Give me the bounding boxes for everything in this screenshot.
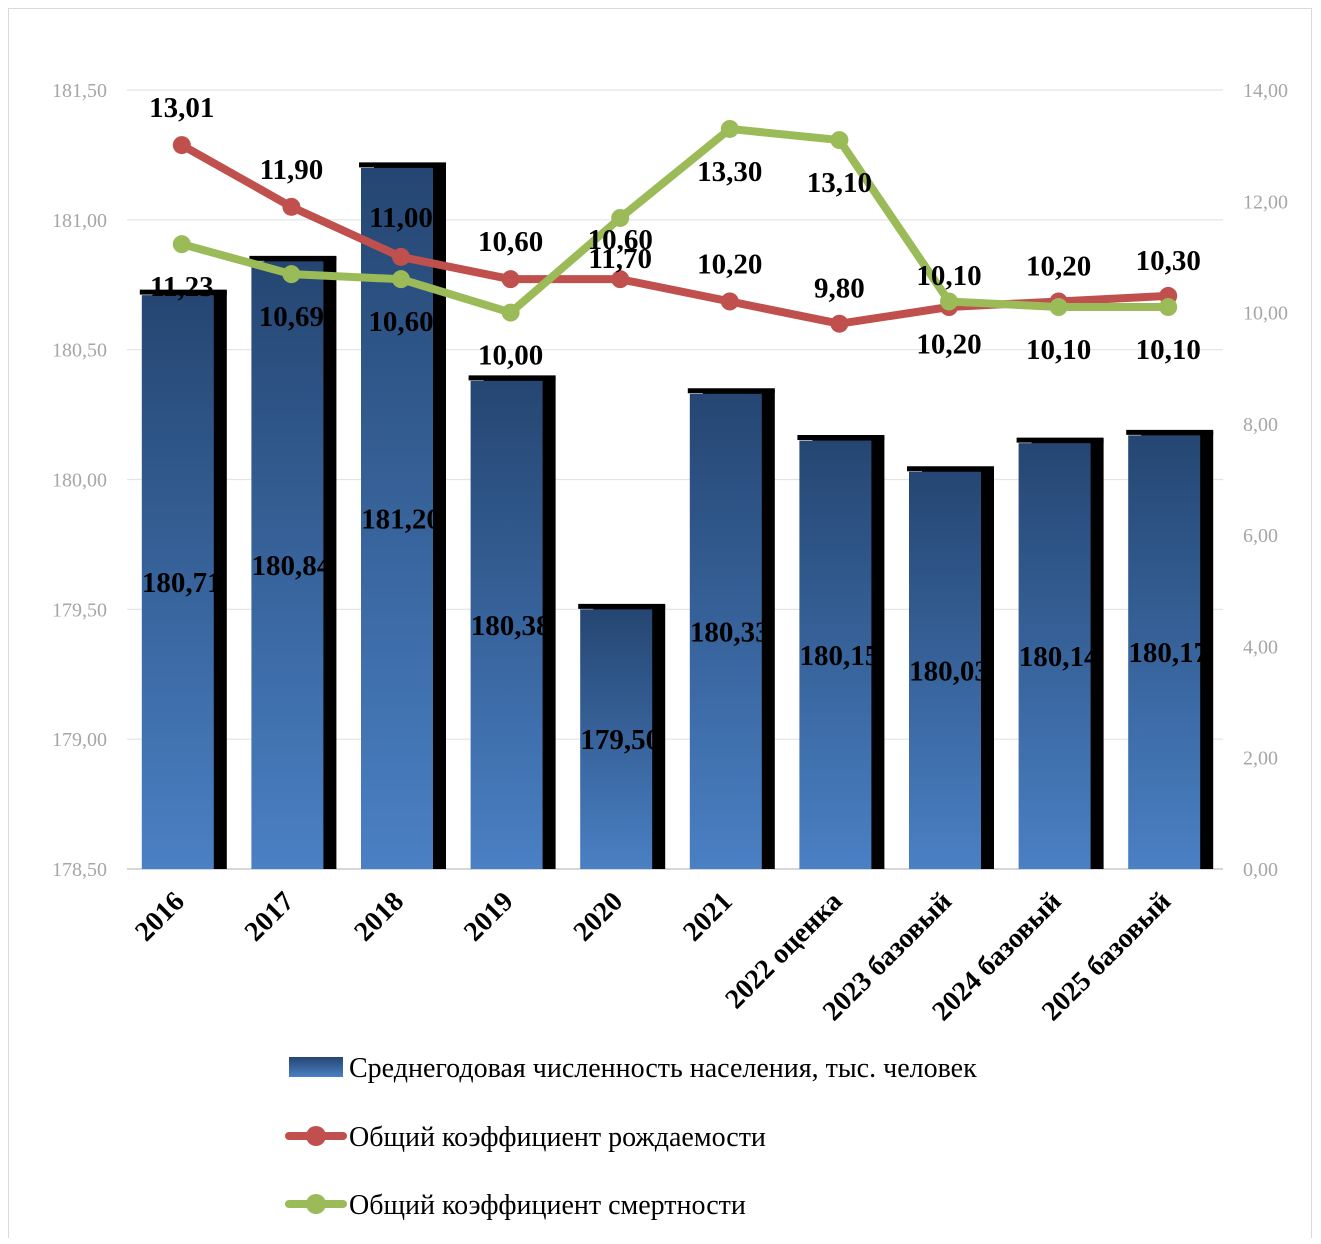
death-rate-point [392,270,410,289]
right-tick-label: 10,00 [1243,303,1288,325]
population-bar-label: 180,33 [690,616,770,648]
birth-rate-label: 10,60 [478,226,543,258]
birth-rate-label: 9,80 [814,273,865,305]
right-axis: 0,00 2,00 4,00 6,00 8,00 10,00 12,00 14,00 [1243,80,1288,881]
death-rate-point [1049,298,1068,317]
death-rate-point [501,303,520,322]
population-bar-label: 181,20 [361,503,441,535]
birth-rate-label: 10,60 [588,224,653,256]
left-tick-label: 181,50 [52,80,107,102]
left-tick-label: 179,50 [52,599,107,621]
death-rate-point [611,208,630,227]
left-axis: 178,50 179,00 179,50 180,00 180,50 181,00 181,… [52,80,107,881]
legend-label-birth: Общий коэффициент рождаемости [349,1122,766,1153]
right-tick-label: 14,00 [1243,80,1288,102]
death-rate-point [282,265,301,284]
chart-frame: 178,50 179,00 179,50 180,00 180,50 181,00 181,… [8,8,1312,1238]
legend-birth-point [306,1126,326,1146]
left-tick-label: 179,00 [52,729,107,751]
rate-lines [172,119,1178,333]
legend-label-death: Общий коэффициент смертности [349,1190,746,1221]
death-rate-line [177,124,1173,317]
death-rate-label: 10,00 [478,340,543,372]
population-bar-labels: 180,71 180,84 181,20 180,38 179,50 180,33 180,… [142,503,1208,756]
death-rate-point [940,292,958,311]
birth-rate-label: 11,00 [369,202,433,234]
population-bar-label: 180,84 [252,550,332,582]
death-rate-point [830,131,849,150]
birth-rate-point [720,292,739,311]
population-bar [580,609,653,869]
rate-line-labels: 13,01 11,90 11,00 10,60 10,60 10,20 9,80 10,10 1… [149,92,1201,371]
birth-rate-point [172,136,191,155]
right-tick-label: 4,00 [1243,636,1278,658]
population-bar [689,393,762,869]
death-rate-label: 10,69 [259,301,324,333]
death-rate-point [1159,298,1178,317]
death-rate-label: 10,20 [916,328,981,360]
left-tick-label: 180,00 [52,470,107,492]
birth-rate-point [392,247,410,266]
population-bar-label: 180,71 [142,567,222,599]
right-tick-label: 6,00 [1243,525,1278,547]
population-bars [139,162,1214,869]
death-rate-point [172,235,191,254]
death-rate-label: 10,60 [368,306,433,338]
birth-rate-label: 13,01 [149,92,214,124]
death-rate-label: 11,23 [150,271,214,303]
population-bar-label: 179,50 [580,724,660,756]
death-rate-point [720,119,739,138]
population-bar-label: 180,14 [1019,641,1099,673]
legend: Среднегодовая численность населения, тыс… [285,1053,977,1221]
left-tick-label: 180,50 [52,340,107,362]
left-tick-label: 178,50 [52,859,107,881]
population-bar [1018,443,1091,869]
category-label: 2019 [458,886,520,948]
population-bar [799,440,872,869]
population-bar-label: 180,38 [471,610,551,642]
category-label: 2020 [568,886,630,948]
right-tick-label: 0,00 [1243,859,1278,881]
birth-rate-point [501,270,520,289]
population-bar [251,261,324,869]
category-label: 2016 [129,886,191,948]
death-rate-label: 13,30 [697,156,762,188]
population-bar [470,380,543,869]
right-tick-label: 8,00 [1243,414,1278,436]
right-tick-label: 2,00 [1243,748,1278,770]
population-bar [141,295,214,869]
death-rate-label: 10,10 [1026,334,1091,366]
legend-label-population: Среднегодовая численность населения, тыс… [349,1053,977,1084]
population-bar [1128,435,1201,869]
population-bar-label: 180,17 [1128,637,1208,669]
chart-svg: 178,50 179,00 179,50 180,00 180,50 181,00 181,… [52,80,1288,1221]
category-label: 2018 [348,886,410,948]
population-bar-label: 180,15 [800,640,880,672]
death-rate-label: 13,10 [807,167,872,199]
birth-rate-point [830,314,849,333]
birth-rate-label: 10,10 [916,260,981,292]
legend-death-point [306,1194,326,1214]
population-bar [909,471,981,869]
birth-rate-label: 10,20 [1026,250,1091,282]
left-tick-label: 181,00 [52,210,107,232]
birth-rate-point [611,270,630,289]
right-tick-label: 12,00 [1243,191,1288,213]
legend-bar-swatch [289,1057,343,1077]
population-bar-label: 180,03 [909,655,989,687]
death-rate-label: 11,70 [588,243,652,275]
category-label: 2021 [677,886,739,948]
birth-rate-point [282,197,301,216]
birth-rate-label: 10,30 [1136,245,1201,277]
category-label: 2017 [239,886,301,948]
birth-rate-label: 11,90 [260,154,324,186]
birth-rate-label: 10,20 [697,248,762,280]
death-rate-label: 10,10 [1136,334,1201,366]
